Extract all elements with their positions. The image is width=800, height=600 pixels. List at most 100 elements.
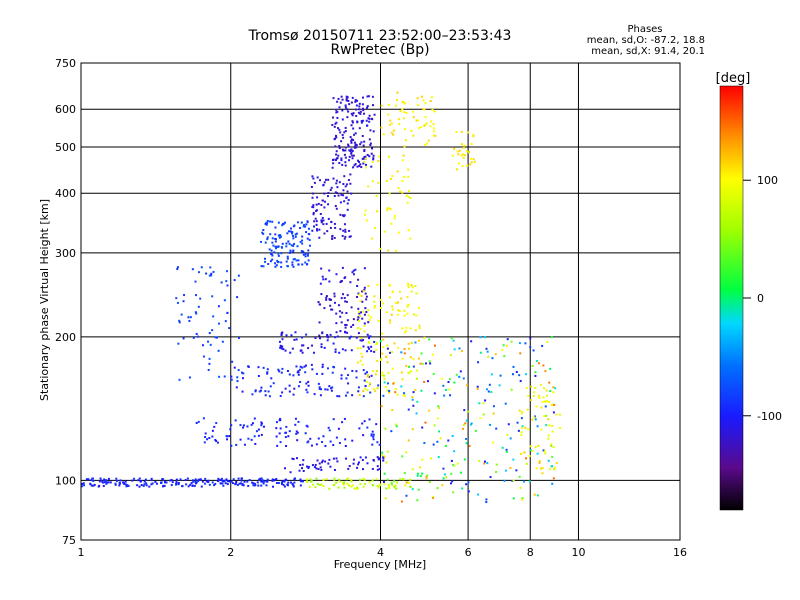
data-point — [502, 344, 505, 347]
data-point — [199, 478, 202, 481]
data-point — [271, 254, 274, 257]
y-tick-label: 300 — [55, 247, 76, 260]
data-point — [150, 477, 153, 480]
data-point — [177, 342, 180, 345]
data-point — [335, 331, 338, 334]
data-point — [335, 457, 338, 460]
data-point — [456, 150, 459, 153]
data-point — [345, 324, 348, 327]
data-point — [533, 416, 536, 419]
data-point — [366, 462, 369, 465]
data-point — [308, 244, 311, 247]
data-point — [243, 480, 246, 483]
data-point — [262, 232, 265, 235]
data-point — [349, 235, 352, 238]
data-point — [462, 427, 465, 430]
data-point — [335, 322, 338, 325]
data-point — [450, 337, 453, 340]
data-point — [214, 482, 217, 485]
data-point — [487, 390, 490, 393]
data-point — [388, 351, 391, 354]
data-point — [297, 259, 300, 262]
data-point — [393, 217, 396, 220]
data-point — [368, 341, 371, 344]
data-point — [405, 365, 408, 368]
data-point — [376, 465, 379, 468]
data-point — [399, 190, 402, 193]
data-point — [339, 281, 342, 284]
data-point — [176, 301, 179, 304]
data-point — [350, 306, 353, 309]
data-point — [348, 149, 351, 152]
data-point — [357, 332, 360, 335]
data-point — [283, 221, 286, 224]
data-point — [520, 452, 523, 455]
data-point — [99, 477, 102, 480]
data-point — [261, 231, 264, 234]
data-point — [356, 284, 359, 287]
data-point — [377, 160, 380, 163]
data-point — [395, 99, 398, 102]
data-point — [204, 436, 207, 439]
data-point — [368, 382, 371, 385]
data-point — [360, 352, 363, 355]
data-point — [405, 111, 408, 114]
data-point — [364, 307, 367, 310]
data-point — [375, 423, 378, 426]
data-point — [307, 347, 310, 350]
data-point — [331, 123, 334, 126]
data-point — [295, 338, 298, 341]
data-point — [208, 332, 211, 335]
data-point — [369, 142, 372, 145]
data-point — [338, 181, 341, 184]
data-point — [226, 438, 229, 441]
data-point — [336, 186, 339, 189]
data-point — [366, 374, 369, 377]
data-point — [211, 481, 214, 484]
data-point — [250, 423, 253, 426]
data-point — [333, 366, 336, 369]
data-point — [448, 378, 451, 381]
data-point — [279, 394, 282, 397]
data-point — [340, 280, 343, 283]
data-point — [433, 344, 436, 347]
data-point — [361, 363, 364, 366]
data-point — [119, 479, 122, 482]
data-point — [362, 390, 365, 393]
data-point — [388, 155, 391, 158]
data-point — [182, 300, 185, 303]
data-point — [350, 349, 353, 352]
data-point — [271, 258, 274, 261]
data-point — [367, 95, 370, 98]
y-tick-label: 600 — [55, 103, 76, 116]
data-point — [325, 298, 328, 301]
data-point — [437, 456, 440, 459]
data-point — [403, 352, 406, 355]
data-point — [315, 443, 318, 446]
data-point — [366, 124, 369, 127]
data-point — [359, 483, 362, 486]
data-point — [233, 279, 236, 282]
data-point — [251, 481, 254, 484]
data-point — [138, 485, 141, 488]
data-point — [307, 259, 310, 262]
data-point — [359, 347, 362, 350]
data-point — [366, 426, 369, 429]
data-point — [217, 477, 220, 480]
data-point — [350, 152, 353, 155]
data-point — [282, 223, 285, 226]
data-point — [292, 374, 295, 377]
data-point — [384, 427, 387, 430]
data-point — [369, 391, 372, 394]
data-point — [361, 468, 364, 471]
data-point — [326, 333, 329, 336]
data-point — [275, 264, 278, 267]
data-point — [344, 228, 347, 231]
data-point — [534, 374, 537, 377]
data-point — [292, 484, 295, 487]
data-point — [276, 444, 279, 447]
data-point — [386, 478, 389, 481]
data-point — [401, 101, 404, 104]
